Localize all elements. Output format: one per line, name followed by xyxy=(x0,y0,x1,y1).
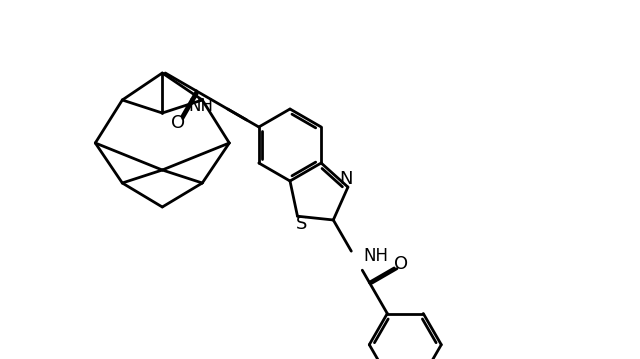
Text: N: N xyxy=(339,170,353,188)
Text: NH: NH xyxy=(189,97,214,115)
Text: NH: NH xyxy=(364,247,388,265)
Text: S: S xyxy=(296,215,307,233)
Text: O: O xyxy=(171,114,185,132)
Text: O: O xyxy=(394,255,408,273)
